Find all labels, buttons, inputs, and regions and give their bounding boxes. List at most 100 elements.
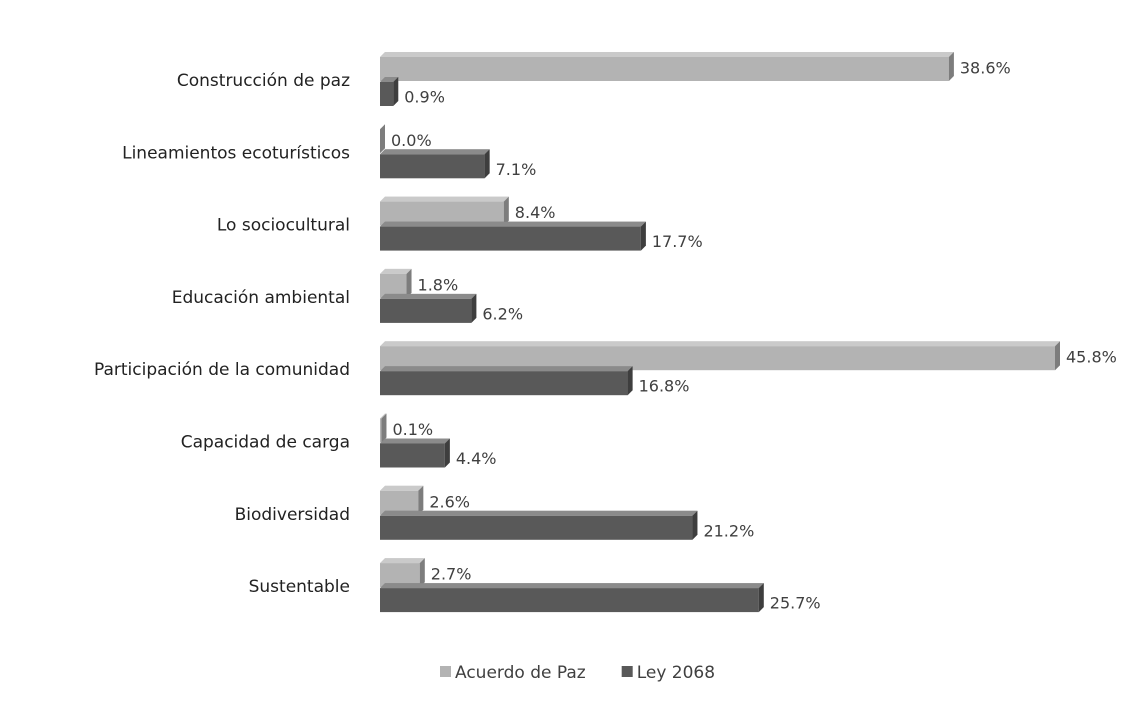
legend-swatch bbox=[621, 666, 633, 677]
bar-top bbox=[380, 558, 425, 564]
bar bbox=[380, 82, 394, 106]
bar bbox=[380, 515, 693, 540]
bar-side-shade bbox=[758, 583, 764, 613]
bar-side-shade bbox=[484, 149, 490, 179]
value-label: 17.7% bbox=[652, 232, 703, 251]
bar-side-shade bbox=[640, 221, 646, 251]
bar-top bbox=[380, 438, 450, 444]
bar-side-shade bbox=[503, 196, 509, 226]
category-label: Biodiversidad bbox=[235, 505, 350, 525]
category-label: Capacidad de carga bbox=[181, 433, 350, 453]
bar-top bbox=[380, 413, 387, 419]
value-label: 0.0% bbox=[391, 131, 432, 150]
bar-side-shade bbox=[444, 438, 450, 468]
bar bbox=[380, 588, 759, 613]
bar-side bbox=[381, 413, 387, 443]
bar-side bbox=[418, 485, 424, 515]
bar-side-shade bbox=[419, 558, 425, 588]
value-label: 0.1% bbox=[392, 420, 433, 439]
bar-top-shade bbox=[380, 77, 399, 82]
bar-side bbox=[380, 124, 385, 154]
bar-top bbox=[380, 293, 477, 299]
bar-side-shade bbox=[1055, 341, 1060, 371]
category-label: Participación de la comunidad bbox=[94, 360, 350, 380]
bar-top bbox=[380, 77, 399, 82]
value-label: 4.4% bbox=[456, 449, 497, 468]
bar-side bbox=[503, 196, 509, 226]
bar-top-shade bbox=[380, 510, 698, 516]
bar-top-shade bbox=[380, 52, 954, 57]
bar-side-shade bbox=[381, 413, 387, 443]
category-label: Lineamientos ecoturísticos bbox=[122, 143, 350, 163]
value-label: 38.6% bbox=[960, 59, 1011, 78]
bar bbox=[380, 154, 485, 179]
bar-top bbox=[380, 583, 764, 589]
bar-side-shade bbox=[471, 293, 477, 323]
value-label: 25.7% bbox=[770, 594, 821, 613]
bar-top bbox=[380, 221, 646, 227]
bar-side bbox=[419, 558, 425, 588]
bar bbox=[380, 371, 628, 396]
bar-side-shade bbox=[393, 77, 399, 106]
bar-side bbox=[444, 438, 450, 468]
value-label: 6.2% bbox=[482, 304, 523, 323]
bar-side-shade bbox=[692, 510, 698, 540]
bar bbox=[380, 443, 445, 468]
bar-side bbox=[484, 149, 490, 179]
legend-label: Ley 2068 bbox=[637, 663, 715, 683]
value-label: 2.7% bbox=[431, 565, 472, 584]
bar-side-shade bbox=[380, 124, 385, 154]
category-label: Educación ambiental bbox=[172, 288, 350, 308]
value-label: 0.9% bbox=[404, 88, 445, 107]
bar-side bbox=[471, 293, 477, 323]
value-label: 8.4% bbox=[515, 203, 556, 222]
bar-top bbox=[380, 510, 698, 516]
bar-top bbox=[380, 485, 424, 491]
category-label: Construcción de paz bbox=[177, 71, 350, 91]
value-label: 1.8% bbox=[418, 275, 459, 294]
bar-side bbox=[948, 52, 954, 81]
bar-side-shade bbox=[418, 485, 424, 515]
legend-swatch bbox=[440, 666, 451, 677]
bar-top bbox=[380, 268, 412, 274]
bar-top bbox=[380, 366, 633, 372]
bar-top-shade bbox=[380, 558, 425, 564]
bar-side bbox=[758, 583, 764, 613]
value-label: 45.8% bbox=[1066, 348, 1117, 367]
bar-side bbox=[406, 268, 412, 298]
bar-top bbox=[380, 196, 509, 202]
bar bbox=[380, 226, 641, 251]
bar-top-shade bbox=[380, 268, 412, 274]
bar-side-shade bbox=[948, 52, 954, 81]
bar-side bbox=[393, 77, 399, 106]
bar-top-shade bbox=[380, 583, 764, 589]
bar-side bbox=[640, 221, 646, 251]
bar-side-shade bbox=[406, 268, 412, 298]
bar-top-shade bbox=[380, 293, 477, 299]
value-label: 2.6% bbox=[429, 492, 470, 511]
bar bbox=[380, 298, 472, 323]
bar-top bbox=[380, 52, 954, 57]
bar-side bbox=[692, 510, 698, 540]
bar-top-shade bbox=[380, 341, 1060, 347]
category-label: Sustentable bbox=[249, 577, 350, 597]
bar-top-shade bbox=[380, 196, 509, 202]
category-label: Lo sociocultural bbox=[217, 216, 350, 236]
bar-top-shade bbox=[380, 413, 387, 419]
bar-side bbox=[627, 366, 633, 396]
bar bbox=[380, 57, 949, 81]
bar-top-shade bbox=[380, 485, 424, 491]
value-label: 21.2% bbox=[703, 521, 754, 540]
bar-top-shade bbox=[380, 438, 450, 444]
bar-top bbox=[380, 341, 1060, 347]
bar-top-shade bbox=[380, 221, 646, 227]
value-label: 16.8% bbox=[639, 377, 690, 396]
bar-side-shade bbox=[627, 366, 633, 396]
bar-top-shade bbox=[380, 149, 490, 155]
bar-side bbox=[1055, 341, 1060, 371]
bar bbox=[380, 418, 382, 443]
value-label: 7.1% bbox=[496, 160, 537, 179]
bar-top-shade bbox=[380, 366, 633, 372]
bar-top bbox=[380, 149, 490, 155]
